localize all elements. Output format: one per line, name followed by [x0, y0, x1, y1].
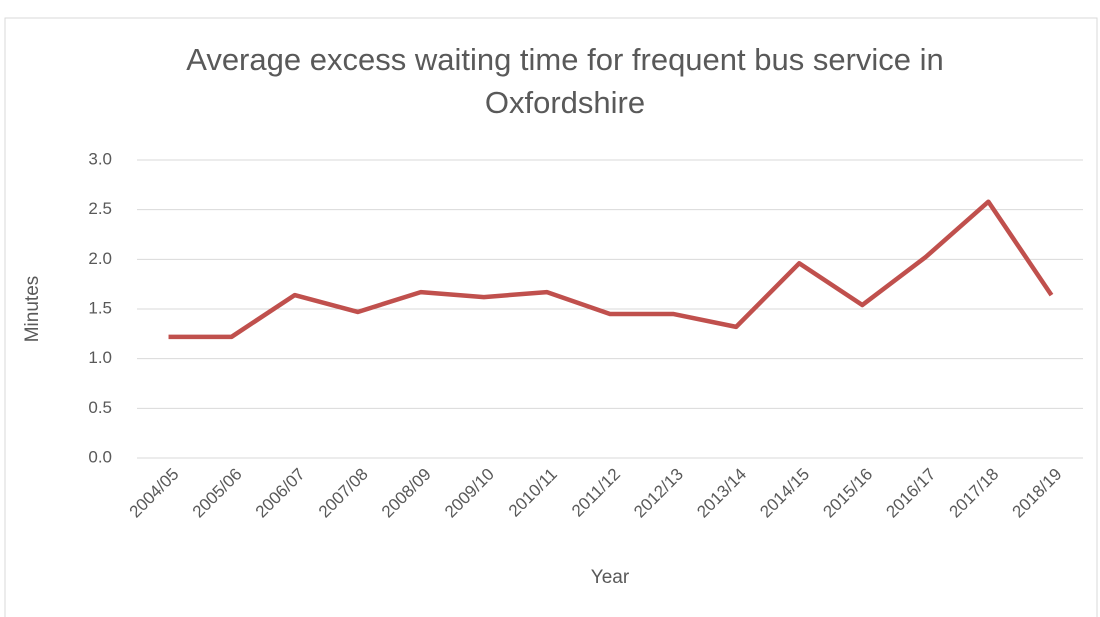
chart-title: Oxfordshire	[485, 85, 645, 120]
y-tick-label: 1.5	[88, 298, 112, 317]
y-tick-label: 3.0	[88, 149, 112, 168]
y-tick-label: 2.0	[88, 249, 112, 268]
x-axis-label: Year	[591, 567, 630, 588]
y-tick-label: 2.5	[88, 199, 112, 218]
line-series	[168, 199, 1054, 340]
y-tick-label: 1.0	[88, 348, 112, 367]
y-tick-label: 0.0	[88, 447, 112, 466]
y-tick-label: 0.5	[88, 398, 112, 417]
chart-title: Average excess waiting time for frequent…	[186, 42, 944, 77]
y-axis-label: Minutes	[22, 276, 43, 343]
chart-border	[4, 17, 1098, 617]
